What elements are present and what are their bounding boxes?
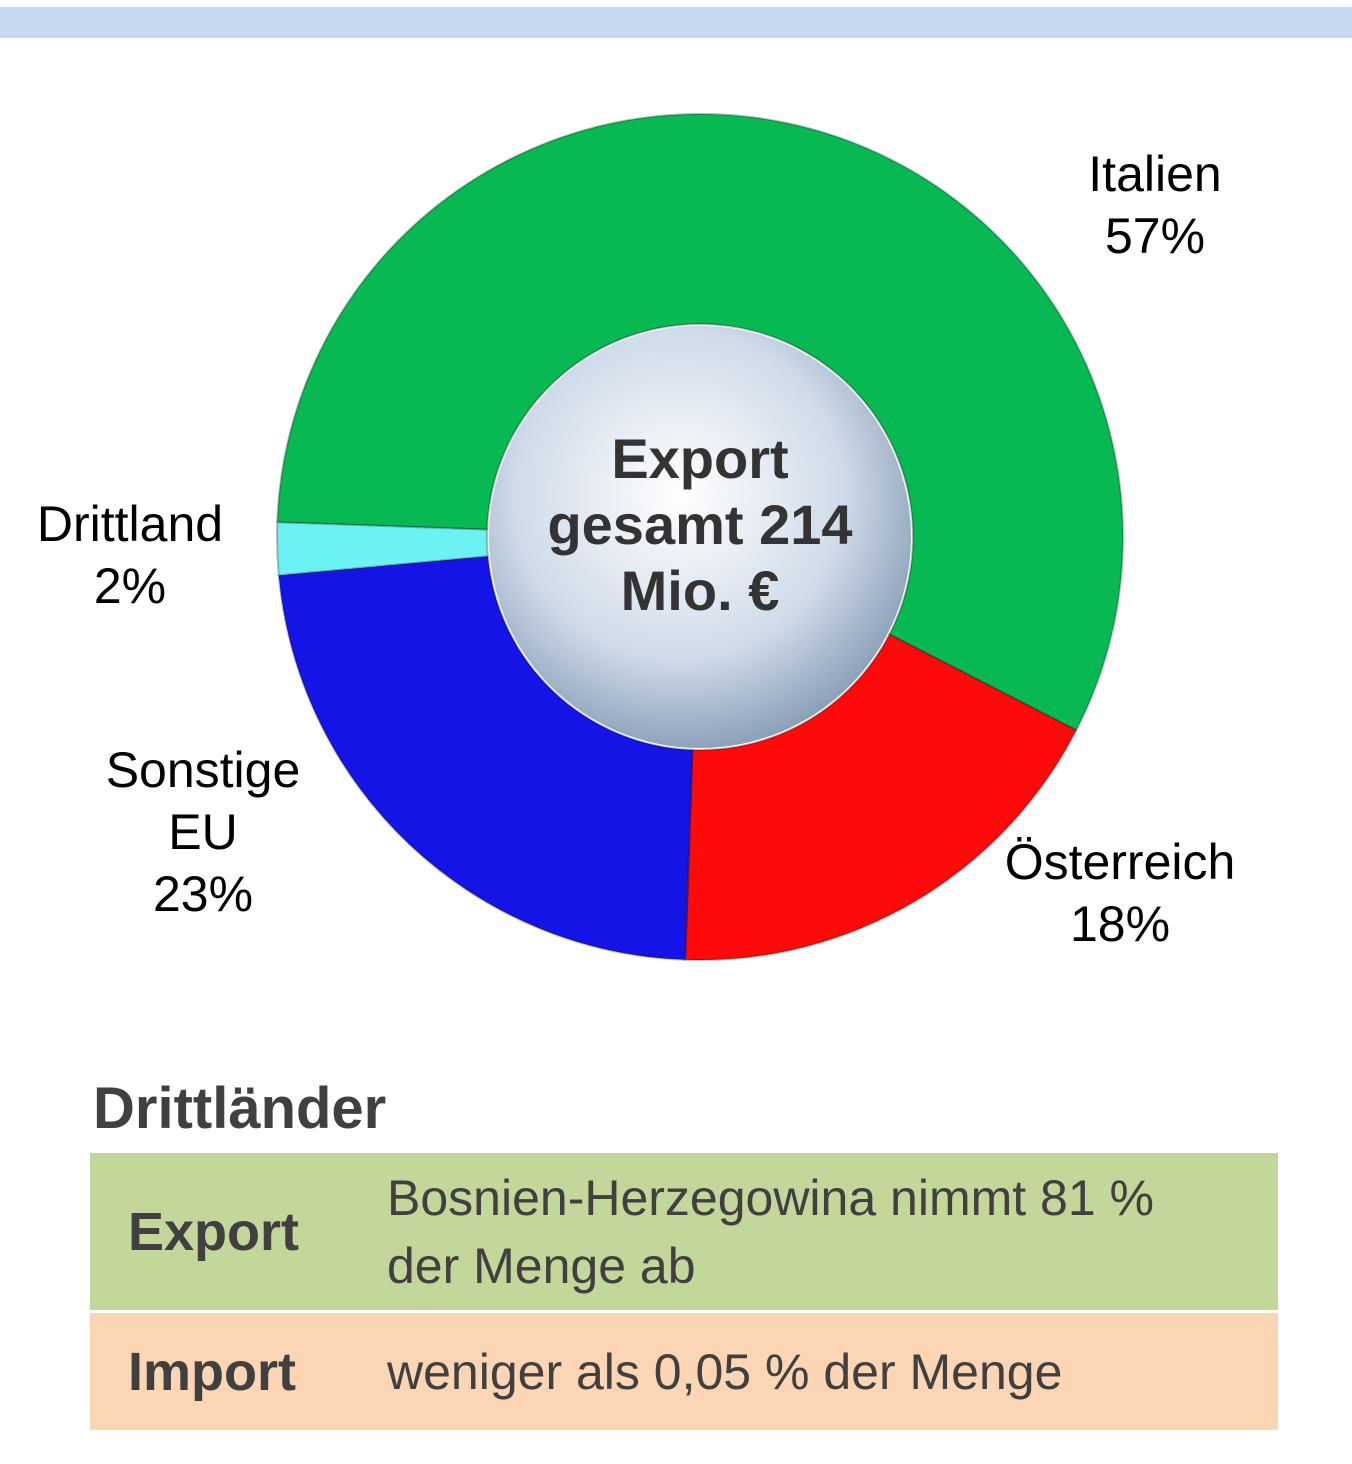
table-row: Export Bosnien-Herzegowina nimmt 81 % de… xyxy=(90,1153,1278,1310)
category-label: Österreich xyxy=(1004,834,1236,890)
row-header: Export xyxy=(128,1201,300,1262)
table-title: Drittländer xyxy=(93,1076,387,1141)
donut-segment xyxy=(276,113,1124,732)
slice-label: Österreich 18% xyxy=(1005,831,1236,955)
table-row: Import weniger als 0,05 % der Menge xyxy=(90,1313,1278,1430)
category-label: Italien xyxy=(1088,146,1222,202)
center-label: Export gesamt 214 Mio. € xyxy=(547,427,853,622)
globe xyxy=(489,326,911,748)
value-label: 57% xyxy=(1104,208,1206,264)
slice-label: Italien 57% xyxy=(1088,143,1221,267)
donut-segment xyxy=(276,521,489,577)
row-text: Bosnien-Herzegowina nimmt 81 % der Menge… xyxy=(387,1169,1155,1294)
donut-segment xyxy=(277,555,694,961)
slice-label: Drittland 2% xyxy=(37,493,223,617)
donut-segment xyxy=(684,633,1078,961)
value-label: 18% xyxy=(1069,896,1171,952)
slice-label: Sonstige EU 23% xyxy=(88,739,318,925)
category-label: Drittland xyxy=(36,496,224,552)
row-text: weniger als 0,05 % der Menge xyxy=(387,1343,1063,1400)
row-header: Import xyxy=(128,1341,296,1402)
category-label: Sonstige EU xyxy=(105,742,301,860)
value-label: 2% xyxy=(93,558,167,614)
value-label: 23% xyxy=(152,866,254,922)
header-band xyxy=(0,7,1352,38)
